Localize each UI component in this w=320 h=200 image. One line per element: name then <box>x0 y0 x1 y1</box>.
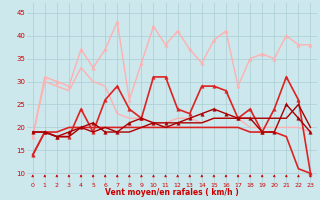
X-axis label: Vent moyen/en rafales ( km/h ): Vent moyen/en rafales ( km/h ) <box>105 188 238 197</box>
